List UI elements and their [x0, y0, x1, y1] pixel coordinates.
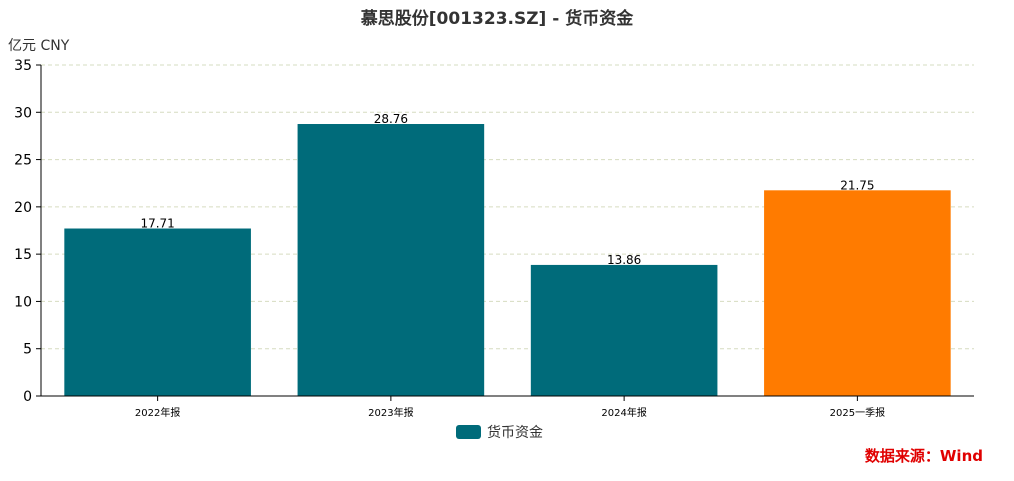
y-tick-label: 5: [23, 342, 32, 358]
y-tick-label: 10: [14, 294, 32, 310]
x-tick-label: 2022年报: [135, 406, 180, 419]
y-unit-label: 亿元 CNY: [8, 38, 70, 54]
x-tick-label: 2023年报: [368, 406, 413, 419]
data-labels: 17.71 28.76 13.86 21.75: [140, 112, 874, 267]
legend[interactable]: 货币资金: [456, 424, 543, 441]
bar-value-label: 17.71: [140, 217, 174, 231]
legend-swatch[interactable]: [456, 425, 481, 439]
bar[interactable]: [297, 124, 485, 396]
bar[interactable]: [64, 228, 251, 396]
source-label: 数据来源：Wind: [865, 447, 983, 465]
x-tick-label: 2024年报: [601, 406, 646, 419]
bar-value-label: 13.86: [607, 253, 641, 267]
axes: 0 5 10 15 20 25 30 35 2022年报 2023年报 2024年报 2025一季报: [14, 58, 974, 419]
bar-value-label: 21.75: [840, 178, 874, 192]
y-tick-label: 0: [23, 389, 32, 405]
y-tick-label: 15: [14, 247, 32, 263]
y-tick-label: 20: [14, 200, 32, 216]
chart-title: 慕思股份[001323.SZ] - 货币资金: [360, 8, 634, 29]
bars: [64, 124, 951, 396]
bar-value-label: 28.76: [374, 112, 408, 126]
y-tick-label: 35: [14, 58, 32, 74]
bar[interactable]: [764, 190, 951, 396]
y-tick-label: 30: [14, 105, 32, 121]
legend-label[interactable]: 货币资金: [487, 424, 543, 441]
bar[interactable]: [530, 264, 718, 396]
y-tick-label: 25: [14, 153, 32, 169]
x-tick-label: 2025一季报: [830, 406, 885, 419]
